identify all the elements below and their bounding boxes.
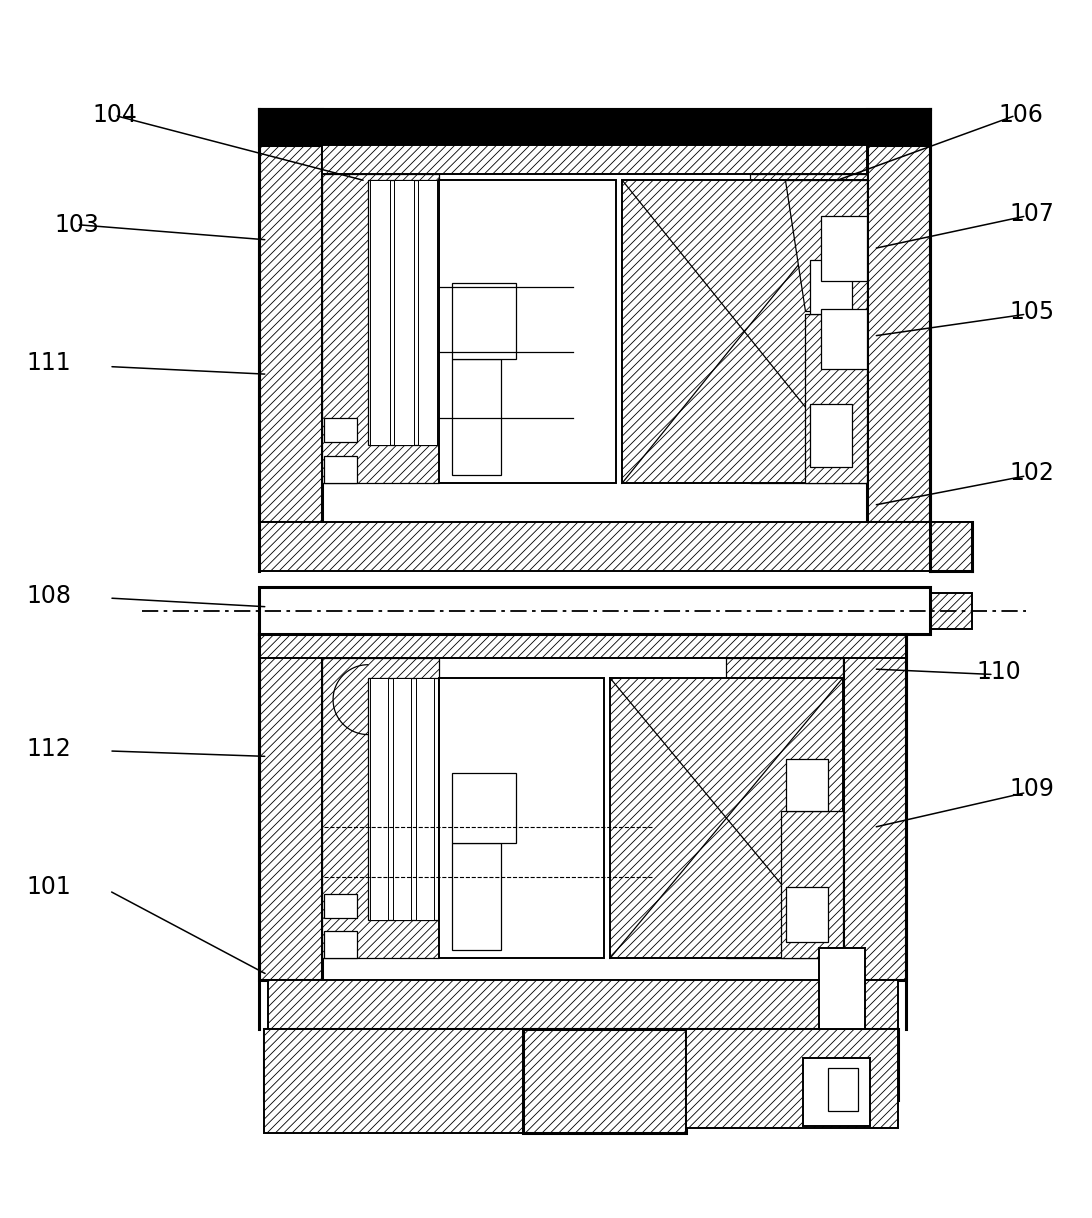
Polygon shape xyxy=(930,593,972,628)
Text: 102: 102 xyxy=(1009,460,1055,485)
Text: 106: 106 xyxy=(998,104,1044,128)
Polygon shape xyxy=(805,314,867,484)
Bar xyxy=(484,677,501,921)
Bar xyxy=(442,180,462,446)
Bar xyxy=(452,284,517,359)
Bar xyxy=(324,418,357,442)
Bar xyxy=(490,180,509,446)
Text: 109: 109 xyxy=(1009,777,1055,801)
Polygon shape xyxy=(259,635,906,658)
Text: 111: 111 xyxy=(27,351,71,375)
Bar xyxy=(810,259,852,314)
Bar xyxy=(370,180,390,446)
Bar xyxy=(821,216,867,281)
Polygon shape xyxy=(609,677,843,959)
Polygon shape xyxy=(781,811,843,959)
Polygon shape xyxy=(268,980,898,1029)
Bar xyxy=(324,931,357,959)
Polygon shape xyxy=(686,1029,898,1128)
Bar xyxy=(803,1057,870,1125)
Bar xyxy=(819,948,865,1029)
Polygon shape xyxy=(867,108,930,521)
Polygon shape xyxy=(322,145,867,174)
Text: 107: 107 xyxy=(1009,202,1055,225)
Bar xyxy=(368,180,583,446)
Bar xyxy=(538,180,557,446)
Polygon shape xyxy=(259,635,322,980)
Bar xyxy=(786,759,828,811)
Polygon shape xyxy=(322,174,439,484)
Text: 112: 112 xyxy=(27,737,71,761)
Bar xyxy=(551,677,569,921)
Polygon shape xyxy=(750,174,867,484)
Polygon shape xyxy=(785,180,867,311)
Text: 105: 105 xyxy=(1009,300,1055,324)
Polygon shape xyxy=(259,108,930,145)
Bar xyxy=(370,677,389,921)
Bar xyxy=(786,888,828,942)
Text: 110: 110 xyxy=(977,660,1021,685)
Bar xyxy=(828,1068,858,1111)
Bar xyxy=(416,677,434,921)
Polygon shape xyxy=(259,521,972,571)
Polygon shape xyxy=(843,635,906,980)
Text: 101: 101 xyxy=(27,876,71,899)
Polygon shape xyxy=(622,180,867,484)
Bar xyxy=(393,677,411,921)
Polygon shape xyxy=(930,521,972,571)
Bar xyxy=(324,894,357,918)
Polygon shape xyxy=(259,108,322,521)
Bar xyxy=(452,843,501,950)
Polygon shape xyxy=(264,1029,898,1100)
Polygon shape xyxy=(439,677,605,959)
Polygon shape xyxy=(264,1029,522,1133)
Text: 103: 103 xyxy=(54,213,99,236)
Bar xyxy=(452,359,501,475)
Bar xyxy=(821,308,867,369)
Bar xyxy=(466,180,486,446)
Bar xyxy=(529,677,547,921)
Bar xyxy=(562,180,581,446)
Bar xyxy=(514,180,533,446)
Polygon shape xyxy=(322,658,439,959)
Text: 104: 104 xyxy=(92,104,138,128)
Bar xyxy=(461,677,479,921)
Bar xyxy=(810,403,852,466)
Polygon shape xyxy=(726,658,843,959)
Bar xyxy=(418,180,438,446)
Bar xyxy=(324,456,357,484)
Polygon shape xyxy=(522,1029,686,1133)
Bar xyxy=(506,677,524,921)
Polygon shape xyxy=(439,180,616,484)
Text: 108: 108 xyxy=(26,583,72,608)
Bar xyxy=(394,180,414,446)
Bar xyxy=(452,773,517,843)
Bar xyxy=(438,677,456,921)
Bar xyxy=(259,587,930,635)
Bar xyxy=(368,677,572,921)
